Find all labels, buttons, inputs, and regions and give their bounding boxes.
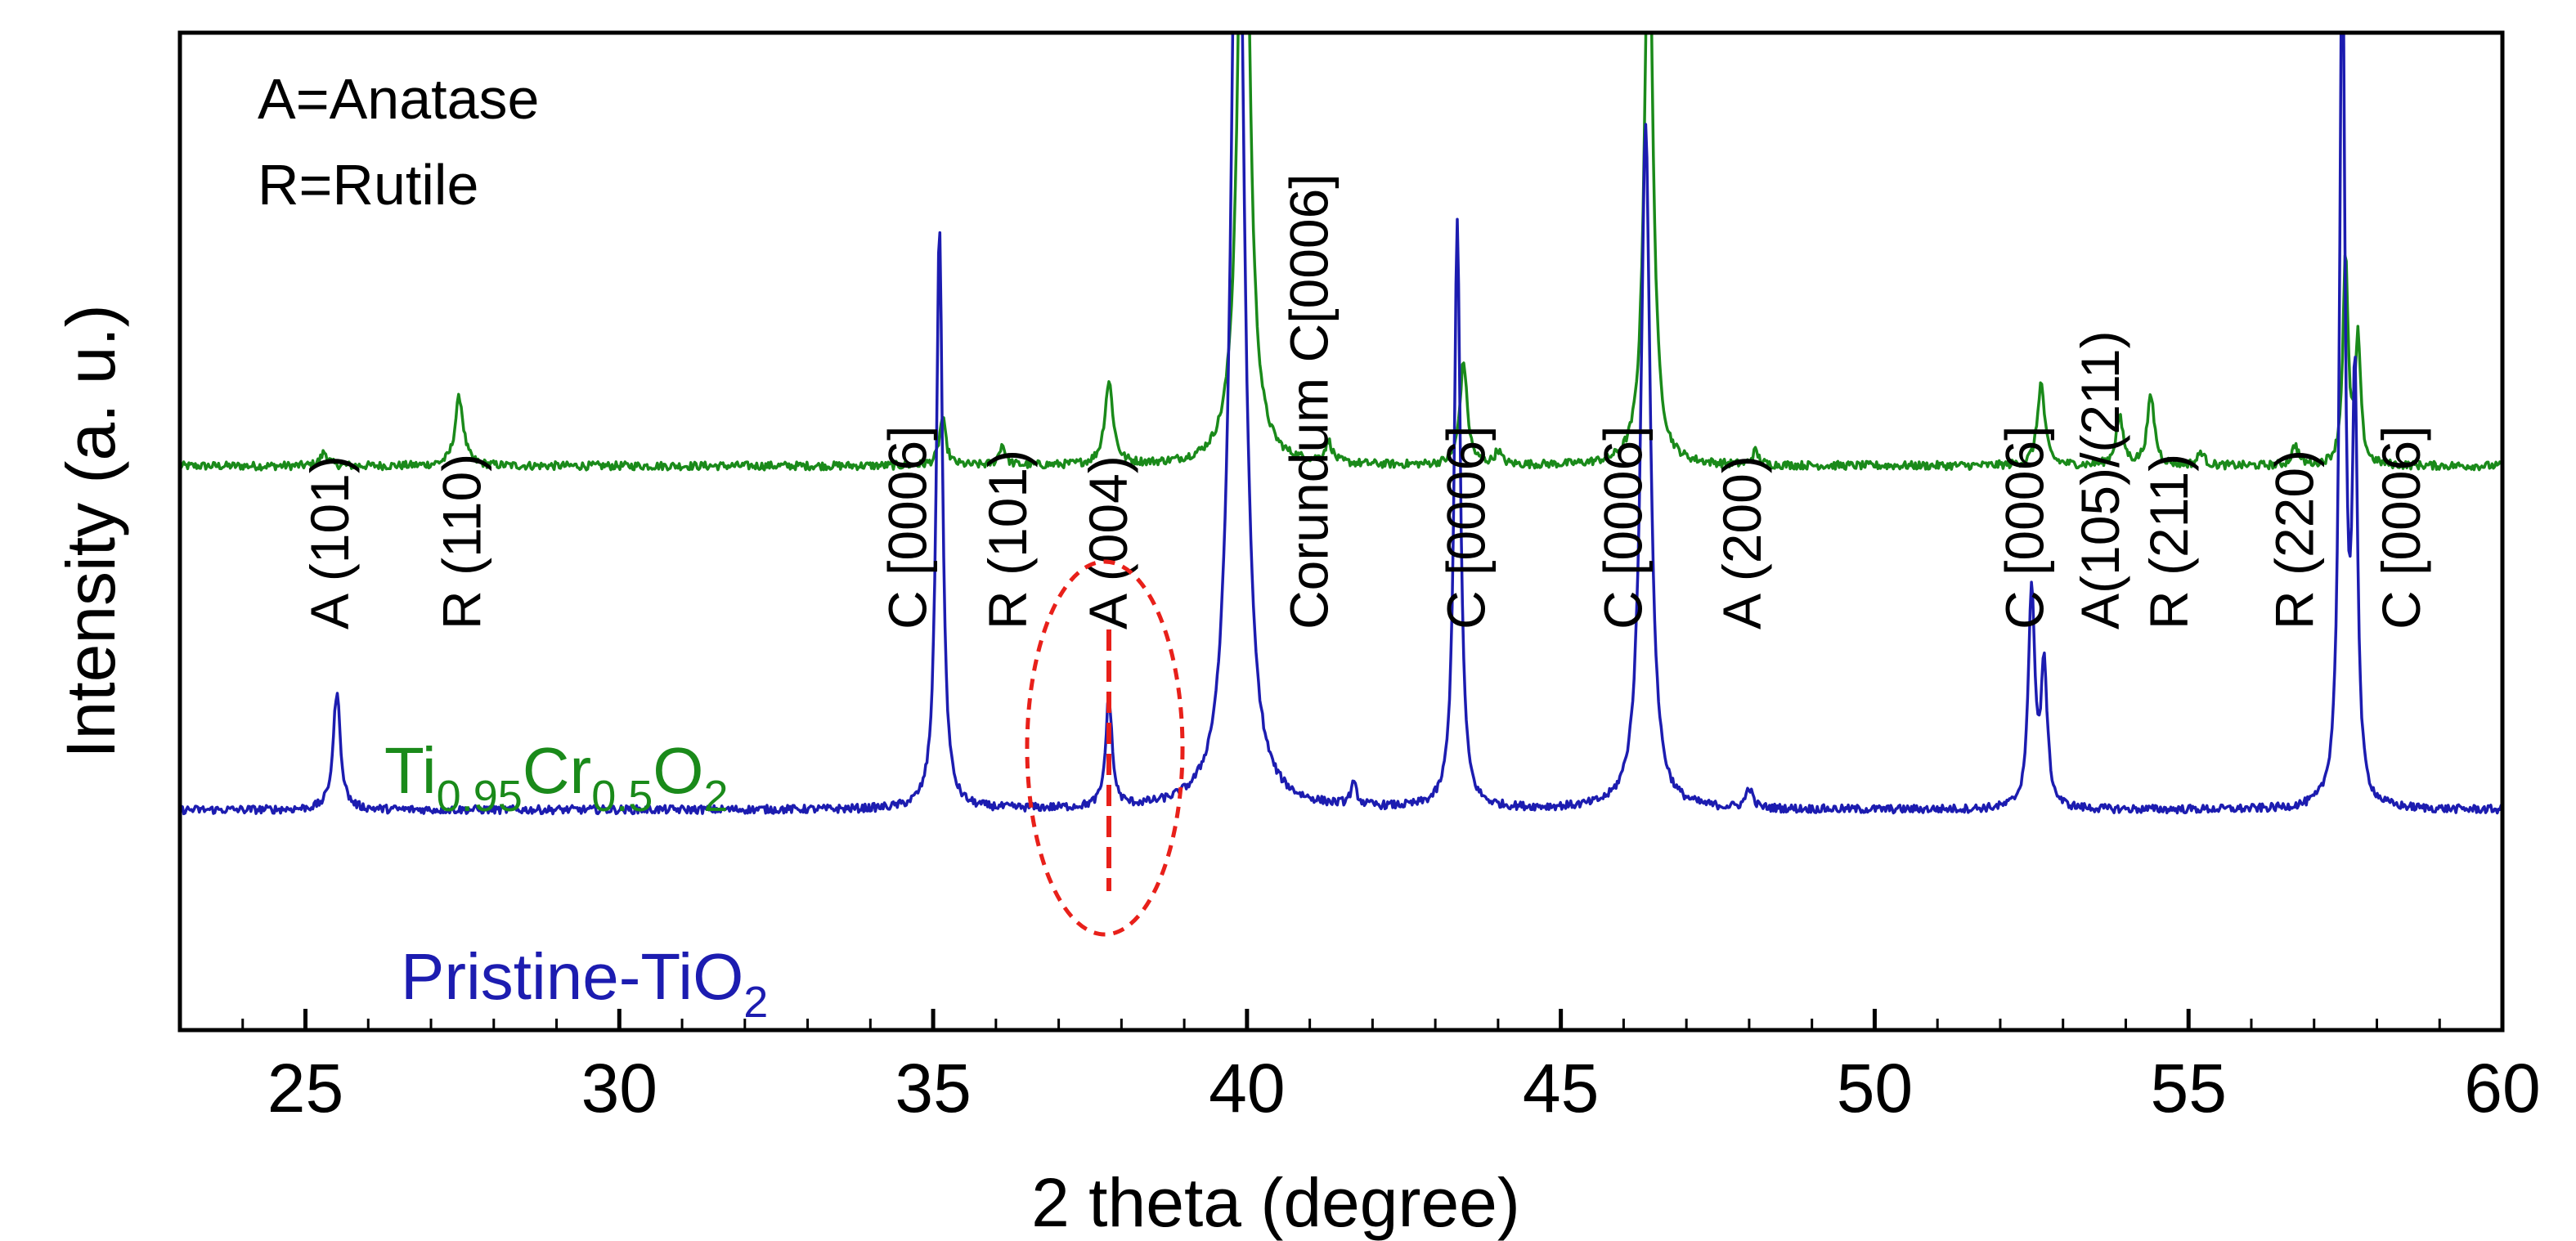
series-label-doped: Ti0.95Cr0.5O2 [384, 734, 729, 821]
peak-annotation: R (211) [2138, 454, 2199, 629]
series-label-pristine: Pristine-TiO2 [401, 940, 768, 1027]
x-tick-label: 55 [2150, 1050, 2226, 1127]
highlight-layer [1025, 559, 1185, 937]
peak-annotation: C [0006] [1436, 426, 1497, 630]
x-tick-label: 50 [1837, 1050, 1913, 1127]
peak-annotation-layer: A (101) R (110) C [0006] R (101) A (004) Coru… [299, 173, 2431, 629]
series-line-pristine [180, 33, 2502, 816]
series-label-doped-part: O [653, 734, 703, 807]
x-axis-label: 2 theta (degree) [1031, 1164, 1520, 1241]
peak-annotation: C [0006] [2371, 426, 2431, 630]
peak-annotation: C [0006] [1592, 426, 1653, 630]
peak-annotation: R (101) [977, 450, 1038, 629]
y-axis-label: Intensity (a. u.) [52, 304, 129, 759]
peak-annotation: A(105)/(211) [2070, 330, 2130, 629]
peak-annotation: Corundum C[0006] [1279, 173, 1340, 629]
peak-annotation: A (101) [299, 455, 360, 629]
peak-annotation: C [0006] [877, 426, 937, 630]
series-line-doped [180, 33, 2502, 472]
series-label-pristine-part: Pristine-TiO [401, 940, 743, 1013]
x-tick-label: 30 [581, 1050, 657, 1127]
series-label-doped-sub: 0.95 [437, 772, 523, 821]
peak-annotation: R (220) [2264, 450, 2325, 629]
series-layer [180, 33, 2502, 816]
peak-annotation: A (200) [1712, 455, 1772, 629]
legend-note-rutile: R=Rutile [258, 153, 478, 217]
peak-annotation: C [0006] [1995, 426, 2055, 630]
highlight-ellipse [1025, 559, 1185, 937]
peak-annotation: A (004) [1078, 455, 1138, 629]
series-label-doped-part: Cr [523, 734, 591, 807]
peak-annotation: R (110) [431, 454, 491, 629]
series-label-doped-part: Ti [384, 734, 437, 807]
series-label-pristine-sub: 2 [743, 978, 768, 1027]
x-tick-label: 60 [2464, 1050, 2540, 1127]
series-label-doped-sub: 0.5 [591, 772, 653, 821]
x-tick-label: 45 [1523, 1050, 1599, 1127]
x-tick-layer: 25 30 35 40 45 50 55 60 [178, 1009, 2541, 1127]
legend-note-anatase: A=Anatase [258, 67, 539, 131]
x-tick-label: 40 [1209, 1050, 1285, 1127]
x-tick-label: 25 [267, 1050, 343, 1127]
x-tick-label: 35 [895, 1050, 971, 1127]
series-label-doped-sub: 2 [704, 772, 729, 821]
plot-frame [177, 30, 2505, 1033]
